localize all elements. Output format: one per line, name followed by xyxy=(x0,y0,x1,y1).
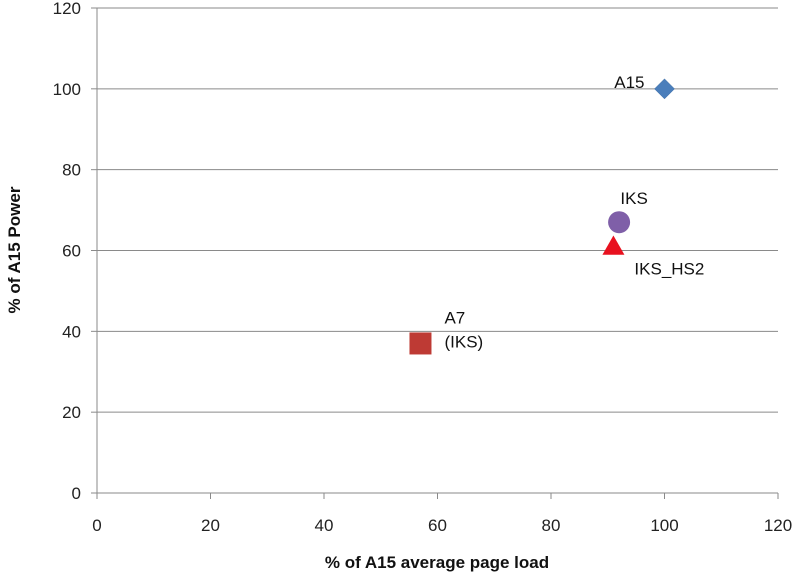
y-tick-label: 120 xyxy=(53,0,81,18)
point-label: A7 xyxy=(444,308,465,327)
axes xyxy=(91,7,779,499)
point-marker xyxy=(654,78,675,100)
point-label: A15 xyxy=(614,73,644,92)
y-tick-label: 40 xyxy=(62,322,81,341)
gridlines xyxy=(97,7,778,413)
y-tick-label: 0 xyxy=(72,484,81,503)
y-tick-label: 60 xyxy=(62,242,81,261)
y-tick-label: 20 xyxy=(62,403,81,422)
x-tick-label: 80 xyxy=(542,516,561,535)
tick-labels: 0 20 40 60 80 100 120 0 20 40 60 80 100 120 xyxy=(53,0,793,535)
x-tick-label: 100 xyxy=(650,516,678,535)
x-tick-label: 40 xyxy=(315,516,334,535)
y-tick-label: 80 xyxy=(62,161,81,180)
point-label: (IKS) xyxy=(444,332,483,351)
point-marker xyxy=(409,332,432,355)
point-marker xyxy=(602,235,625,255)
data-markers xyxy=(409,78,675,355)
y-tick-label: 100 xyxy=(53,80,81,99)
x-tick-label: 0 xyxy=(92,516,101,535)
x-tick-label: 120 xyxy=(764,516,792,535)
x-tick-label: 20 xyxy=(201,516,220,535)
point-marker xyxy=(608,211,631,234)
x-tick-label: 60 xyxy=(428,516,447,535)
x-axis-title: % of A15 average page load xyxy=(325,553,549,572)
point-label: IKS_HS2 xyxy=(634,259,704,278)
point-labels: A15 IKS IKS_HS2 A7 (IKS) xyxy=(444,73,704,352)
point-label: IKS xyxy=(620,189,647,208)
y-axis-title: % of A15 Power xyxy=(5,186,24,313)
